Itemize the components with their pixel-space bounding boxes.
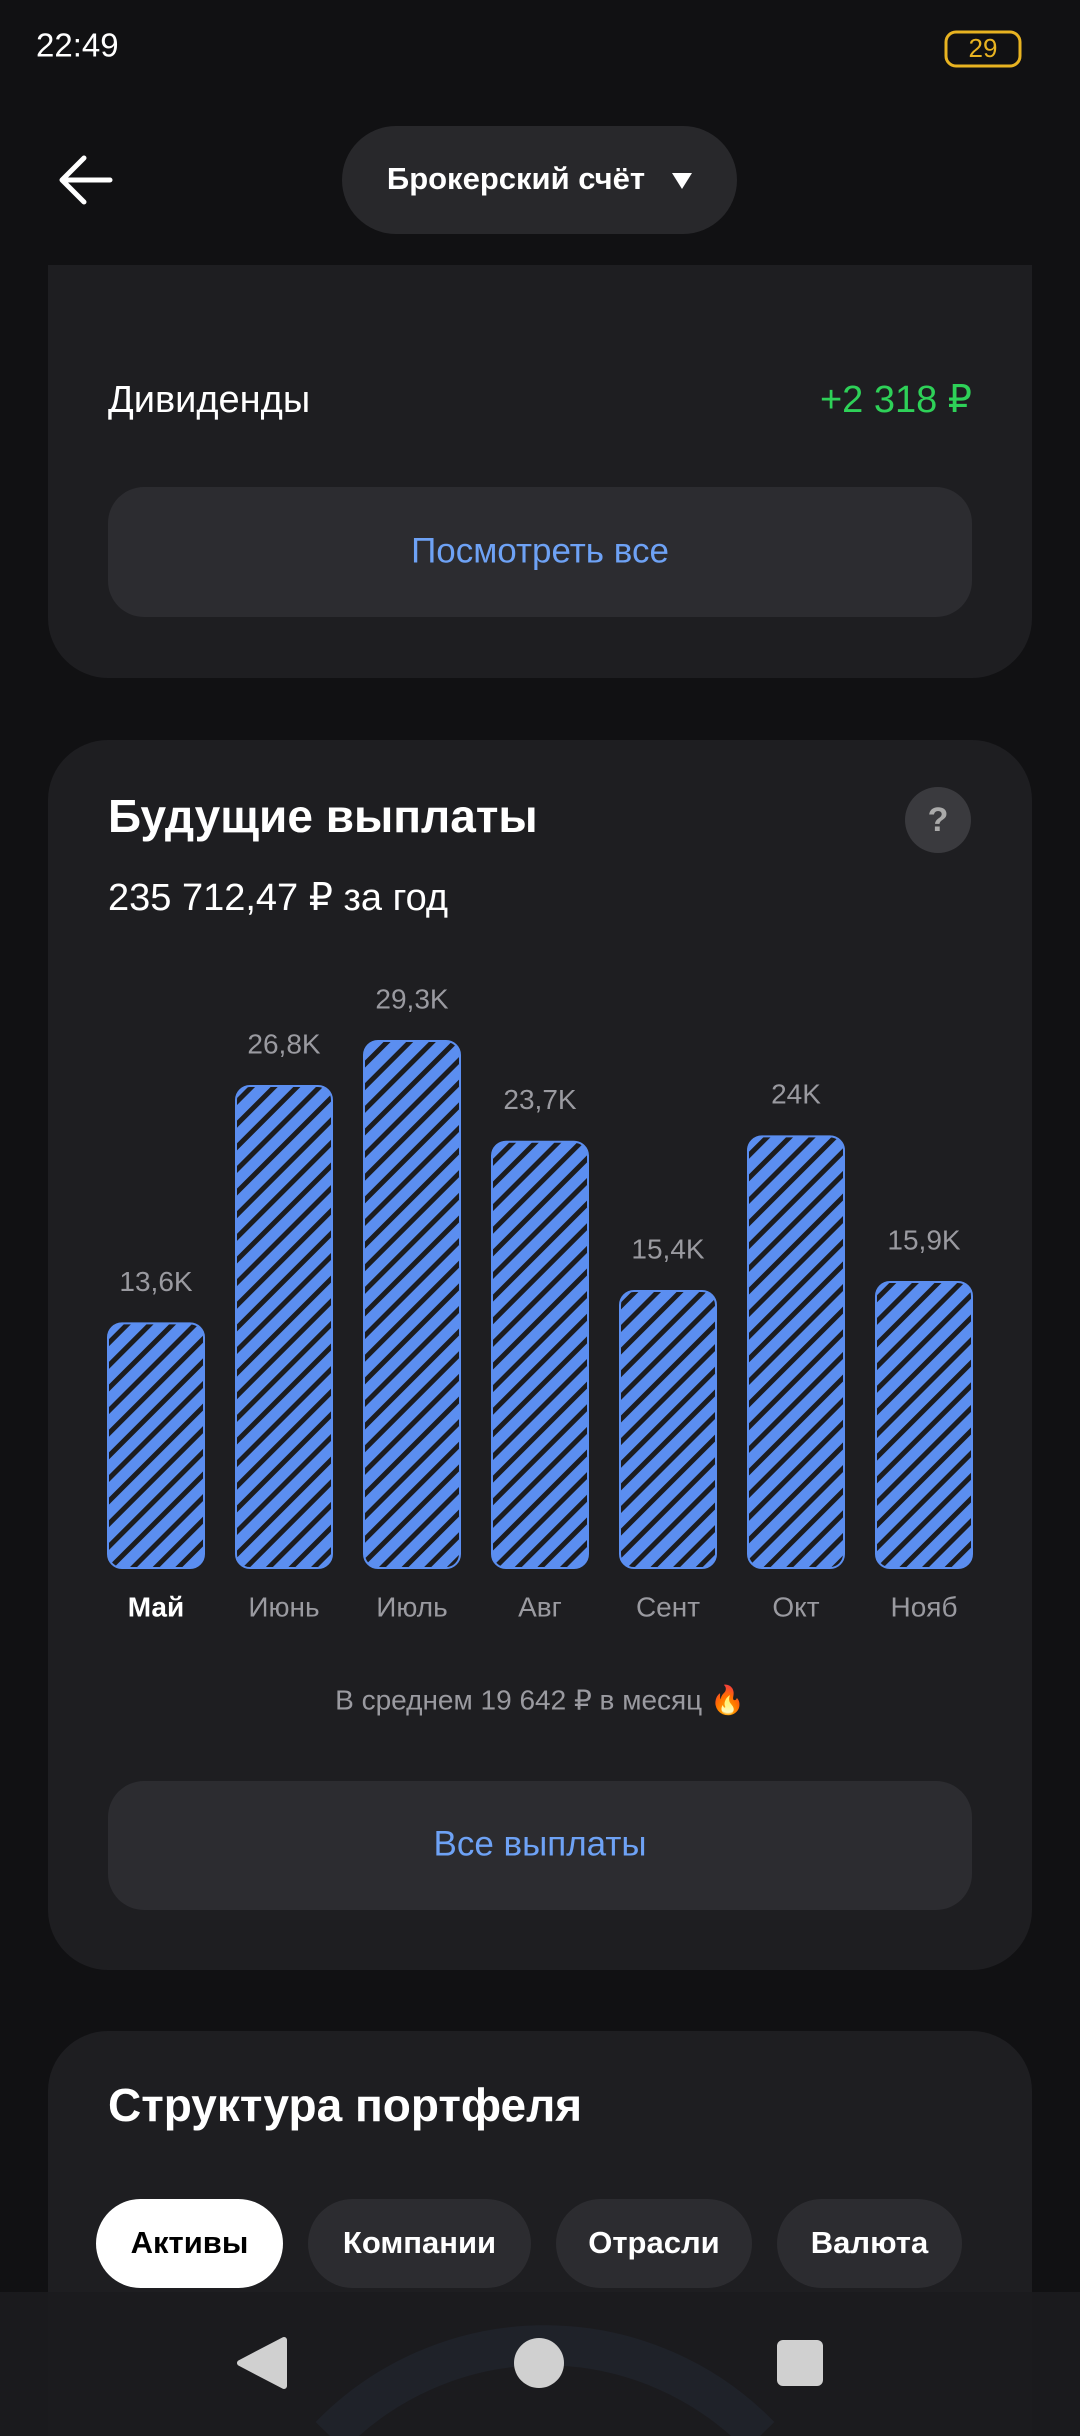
tab-label: Валюта (811, 2225, 929, 2260)
bar (363, 1040, 461, 1569)
bar (875, 1281, 973, 1570)
bar (107, 1322, 205, 1569)
x-tick-label: Нояб (891, 1591, 958, 1622)
bar (747, 1135, 845, 1569)
portfolio-title: Структура портфеля (108, 2079, 582, 2131)
tab[interactable] (777, 2199, 962, 2288)
dividends-amount: +2 318 ₽ (820, 379, 972, 421)
tabs: Активы Компании Отрасли Валюта (96, 2199, 962, 2288)
bar-value-label: 15,4K (631, 1233, 704, 1264)
x-tick-label: Июнь (248, 1591, 319, 1622)
account-selector[interactable] (342, 126, 737, 234)
view-all-button[interactable] (108, 487, 972, 617)
bar-value-label: 15,9K (887, 1224, 960, 1255)
dividends-label: Дивиденды (108, 379, 310, 421)
nav-home[interactable] (514, 2338, 564, 2388)
view-all-label: Посмотреть все (411, 531, 669, 570)
tab-label: Отрасли (588, 2225, 719, 2260)
x-tick-label: Сент (636, 1591, 700, 1622)
bar (619, 1290, 717, 1569)
status-time: 22:49 (36, 27, 119, 64)
x-tick-label: Авг (518, 1591, 562, 1622)
x-tick-label: Окт (772, 1591, 819, 1622)
all-payouts-label: Все выплаты (433, 1824, 646, 1863)
all-payouts-button[interactable] (108, 1781, 972, 1910)
bar-value-label: 26,8K (247, 1028, 320, 1059)
bar-value-label: 29,3K (375, 983, 448, 1014)
back-button[interactable] (59, 155, 113, 205)
bar-value-label: 23,7K (503, 1084, 576, 1115)
payouts-subtitle: 235 712,47 ₽ за год (108, 877, 448, 919)
tab[interactable] (96, 2199, 283, 2288)
bar-chart: 13,6K Май 26,8K Июнь 29,3K Июль 23,7K Авг 15,4K С… (107, 983, 973, 1622)
bar-value-label: 13,6K (119, 1266, 192, 1297)
tab[interactable] (556, 2199, 752, 2288)
nav-back[interactable] (237, 2337, 287, 2389)
nav-recents[interactable] (777, 2340, 823, 2386)
bar (491, 1140, 589, 1569)
tab-label: Компании (343, 2225, 496, 2260)
account-name: Брокерский счёт (387, 161, 645, 196)
battery-level: 29 (969, 33, 998, 63)
average-note: В среднем 19 642 ₽ в месяц 🔥 (335, 1683, 745, 1716)
bar (235, 1084, 333, 1569)
chart-title: Будущие выплаты (108, 790, 538, 842)
x-tick-label: Июль (376, 1591, 447, 1622)
tab[interactable] (308, 2199, 531, 2288)
help-button[interactable] (905, 787, 971, 853)
battery (944, 30, 1022, 68)
tab-label: Активы (131, 2225, 249, 2260)
dropdown-arrow (672, 173, 692, 189)
bar-value-label: 24K (771, 1079, 821, 1110)
x-tick-label: Май (128, 1591, 184, 1622)
help-icon: ? (928, 801, 949, 839)
